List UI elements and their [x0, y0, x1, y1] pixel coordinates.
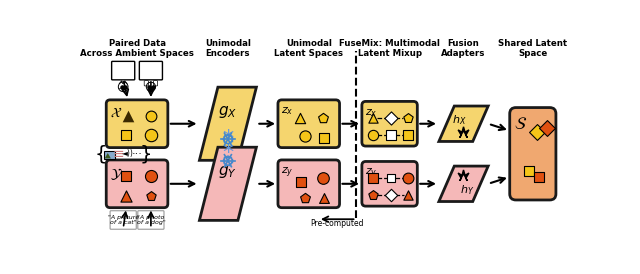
- Text: $z_y$: $z_y$: [281, 165, 294, 180]
- Polygon shape: [458, 170, 469, 181]
- Text: *: *: [222, 143, 234, 163]
- Point: [300, 195, 310, 200]
- Point: [367, 132, 378, 137]
- Text: ◄)): ◄)): [122, 149, 134, 158]
- Point: [403, 115, 413, 120]
- FancyBboxPatch shape: [104, 151, 115, 159]
- Point: [121, 174, 131, 178]
- Point: [116, 85, 127, 89]
- Polygon shape: [200, 87, 257, 160]
- Polygon shape: [458, 127, 469, 138]
- Text: *: *: [222, 129, 234, 149]
- Polygon shape: [200, 147, 257, 220]
- Point: [294, 115, 305, 120]
- FancyBboxPatch shape: [278, 160, 340, 208]
- Text: "A photo
of a dog": "A photo of a dog": [136, 215, 165, 226]
- Point: [403, 192, 413, 197]
- Polygon shape: [439, 106, 488, 141]
- Point: [319, 195, 329, 200]
- Text: Unimodal
Encoders: Unimodal Encoders: [205, 39, 251, 58]
- Point: [367, 175, 378, 180]
- Text: $\mathcal{Y}$: $\mathcal{Y}$: [110, 166, 123, 182]
- FancyBboxPatch shape: [509, 108, 556, 200]
- Text: $\mathcal{X}$: $\mathcal{X}$: [110, 106, 122, 120]
- Point: [146, 114, 156, 118]
- Text: $g_X$: $g_X$: [218, 104, 237, 120]
- Text: $g_Y$: $g_Y$: [218, 164, 237, 180]
- Point: [367, 192, 378, 197]
- FancyBboxPatch shape: [278, 100, 340, 148]
- Point: [296, 180, 306, 184]
- Text: FuseMix: Multimodal
Latent Mixup: FuseMix: Multimodal Latent Mixup: [339, 39, 440, 58]
- Point: [300, 134, 310, 138]
- FancyBboxPatch shape: [106, 100, 168, 148]
- Point: [386, 192, 396, 197]
- Point: [146, 133, 156, 138]
- Point: [386, 175, 396, 180]
- Point: [367, 115, 378, 120]
- FancyBboxPatch shape: [140, 61, 163, 80]
- Text: Unimodal
Latent Spaces: Unimodal Latent Spaces: [275, 39, 343, 58]
- FancyBboxPatch shape: [362, 101, 417, 146]
- Point: [317, 115, 328, 120]
- FancyBboxPatch shape: [138, 211, 164, 229]
- Point: [118, 86, 128, 91]
- Point: [532, 130, 542, 135]
- Point: [541, 126, 552, 130]
- Point: [146, 194, 156, 198]
- Point: [146, 174, 156, 178]
- Text: }: }: [140, 144, 152, 163]
- Text: $z_x$: $z_x$: [281, 105, 294, 117]
- Text: ···: ···: [132, 149, 143, 159]
- Text: $h_Y$: $h_Y$: [460, 183, 474, 197]
- Point: [121, 194, 131, 198]
- Text: Paired Data
Across Ambient Spaces: Paired Data Across Ambient Spaces: [80, 39, 194, 58]
- Text: Fusion
Adapters: Fusion Adapters: [442, 39, 486, 58]
- FancyBboxPatch shape: [106, 160, 168, 208]
- Text: $h_X$: $h_X$: [452, 113, 467, 127]
- Point: [120, 85, 130, 89]
- Point: [317, 175, 328, 180]
- FancyBboxPatch shape: [111, 61, 135, 80]
- Point: [147, 85, 157, 89]
- Text: $\mathcal{S}$: $\mathcal{S}$: [513, 115, 527, 133]
- Text: Shared Latent
Space: Shared Latent Space: [499, 39, 568, 58]
- FancyBboxPatch shape: [144, 81, 148, 86]
- Text: ≡: ≡: [113, 147, 124, 161]
- Text: $z_x$: $z_x$: [365, 107, 378, 119]
- Point: [386, 132, 396, 137]
- Point: [144, 85, 154, 89]
- Point: [123, 114, 133, 118]
- Text: Pre-computed: Pre-computed: [310, 219, 364, 228]
- Point: [403, 175, 413, 180]
- Text: {: {: [95, 144, 107, 163]
- Point: [524, 169, 534, 173]
- FancyBboxPatch shape: [362, 161, 417, 206]
- Point: [386, 115, 396, 120]
- Point: [403, 132, 413, 137]
- FancyBboxPatch shape: [110, 211, 136, 229]
- Text: $z_y$: $z_y$: [365, 167, 378, 181]
- Point: [146, 87, 156, 91]
- Point: [319, 135, 329, 140]
- Point: [121, 133, 131, 138]
- FancyBboxPatch shape: [154, 81, 157, 86]
- Text: "A picture
of a cat": "A picture of a cat": [108, 215, 139, 226]
- Polygon shape: [105, 153, 111, 158]
- Polygon shape: [439, 166, 488, 201]
- Point: [534, 175, 544, 179]
